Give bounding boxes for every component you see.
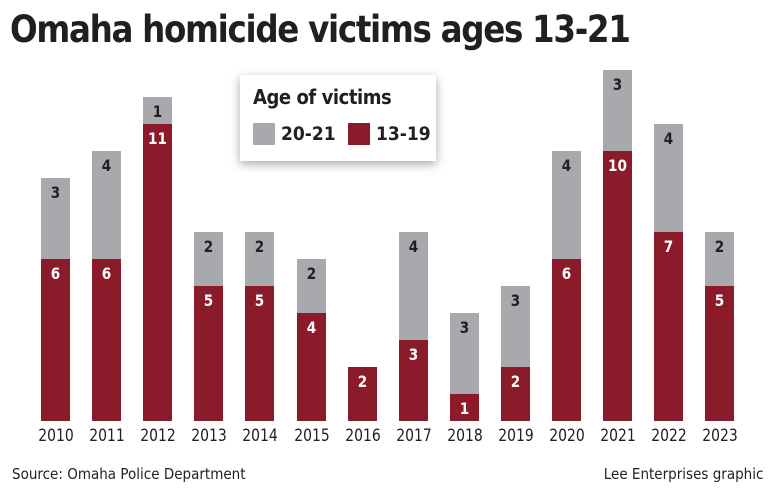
bar-segment-20-21: 3: [450, 313, 479, 394]
x-axis-label: 2014: [241, 426, 278, 446]
data-label: 6: [101, 264, 112, 283]
x-axis-label: 2013: [190, 426, 227, 446]
x-axis-label: 2023: [701, 426, 738, 446]
bar-segment-20-21: 4: [399, 232, 428, 340]
x-axis-label: 2022: [650, 426, 687, 446]
bar-2016: 2: [348, 367, 377, 421]
x-axis-label: 2016: [344, 426, 381, 446]
bar-segment-13-19: 10: [603, 151, 632, 421]
chart-title: Omaha homicide victims ages 13-21: [10, 8, 631, 51]
legend-item-13-19: 13-19: [348, 123, 437, 145]
legend-label: 20-21: [281, 123, 336, 145]
bar-segment-13-19: 3: [399, 340, 428, 421]
bar-segment-20-21: 4: [92, 151, 121, 259]
bar-segment-13-19: 1: [450, 394, 479, 421]
legend-title: Age of victims: [253, 85, 392, 109]
x-axis-label: 2017: [395, 426, 432, 446]
bar-2012: 1 11: [143, 97, 172, 421]
x-axis-label: 2010: [37, 426, 74, 446]
data-label: 2: [203, 237, 214, 256]
data-label: 2: [357, 372, 368, 391]
data-label: 5: [714, 291, 725, 310]
bar-2021: 3 10: [603, 70, 632, 421]
data-label: 3: [510, 291, 521, 310]
bar-segment-13-19: 5: [705, 286, 734, 421]
bar-segment-13-19: 7: [654, 232, 683, 421]
legend-item-20-21: 20-21: [253, 123, 342, 145]
x-axis-label: 2011: [88, 426, 125, 446]
bar-segment-13-19: 5: [245, 286, 274, 421]
legend-swatch-red: [348, 123, 370, 145]
credit-note: Lee Enterprises graphic: [603, 465, 763, 483]
data-label: 2: [714, 237, 725, 256]
data-label: 10: [608, 156, 627, 175]
data-label: 1: [459, 399, 470, 418]
data-label: 4: [663, 129, 674, 148]
bar-segment-13-19: 11: [143, 124, 172, 421]
bar-segment-13-19: 2: [501, 367, 530, 421]
data-label: 4: [408, 237, 419, 256]
x-axis-label: 2012: [139, 426, 176, 446]
bar-segment-20-21: 3: [41, 178, 70, 259]
bar-segment-20-21: 2: [297, 259, 326, 313]
data-label: 5: [254, 291, 265, 310]
data-label: 3: [459, 318, 470, 337]
bar-segment-20-21: 4: [552, 151, 581, 259]
data-label: 6: [561, 264, 572, 283]
legend: Age of victims 20-21 13-19: [240, 75, 436, 161]
data-label: 2: [306, 264, 317, 283]
bar-segment-13-19: 6: [41, 259, 70, 421]
bar-segment-13-19: 2: [348, 367, 377, 421]
bar-segment-13-19: 6: [552, 259, 581, 421]
bar-segment-13-19: 6: [92, 259, 121, 421]
data-label: 6: [50, 264, 61, 283]
bar-segment-20-21: 2: [194, 232, 223, 286]
x-axis-label: 2019: [497, 426, 534, 446]
x-axis-label: 2018: [446, 426, 483, 446]
data-label: 3: [612, 75, 623, 94]
bar-segment-20-21: 2: [245, 232, 274, 286]
bar-segment-20-21: 1: [143, 97, 172, 124]
data-label: 4: [306, 318, 317, 337]
bar-segment-20-21: 4: [654, 124, 683, 232]
x-axis-label: 2020: [548, 426, 585, 446]
data-label: 2: [510, 372, 521, 391]
bar-segment-20-21: 2: [705, 232, 734, 286]
legend-swatch-gray: [253, 123, 275, 145]
data-label: 3: [50, 183, 61, 202]
data-label: 5: [203, 291, 214, 310]
data-label: 1: [152, 102, 163, 121]
data-label: 4: [561, 156, 572, 175]
legend-label: 13-19: [376, 123, 431, 145]
data-label: 2: [254, 237, 265, 256]
data-label: 4: [101, 156, 112, 175]
x-axis-label: 2021: [599, 426, 636, 446]
data-label: 7: [663, 237, 674, 256]
bar-segment-13-19: 4: [297, 313, 326, 421]
bar-segment-20-21: 3: [603, 70, 632, 151]
bar-segment-13-19: 5: [194, 286, 223, 421]
data-label: 11: [148, 129, 167, 148]
data-label: 3: [408, 345, 419, 364]
bar-segment-20-21: 3: [501, 286, 530, 367]
source-note: Source: Omaha Police Department: [12, 465, 246, 483]
x-axis-label: 2015: [293, 426, 330, 446]
